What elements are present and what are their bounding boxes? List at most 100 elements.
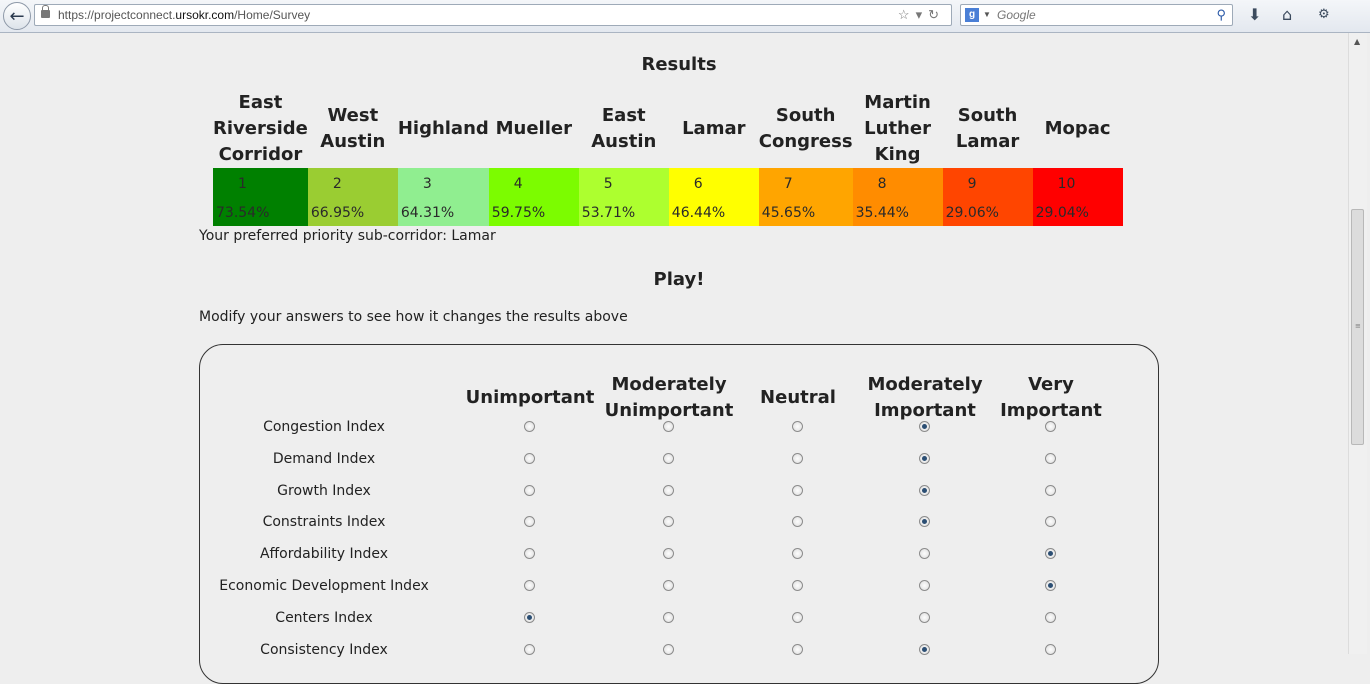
question-label: Congestion Index	[263, 419, 385, 435]
column-header: Very Important	[1000, 374, 1102, 421]
corridor-score-cell: 9 29.06%	[942, 168, 1033, 226]
corridor-score-row: 1 73.54% 2 66.95% 3 64.31% 4 59.75% 5 53.71% 6 46.4…	[213, 168, 1123, 226]
address-bar[interactable]: https://projectconnect.ursokr.com/Home/S…	[34, 4, 952, 26]
search-engine-icon[interactable]: g	[965, 8, 979, 22]
results-table: East Riverside Corridor West Austin Highla…	[213, 90, 1123, 226]
bookmark-star-icon[interactable]: ☆	[897, 7, 916, 22]
radio-option[interactable]	[792, 611, 803, 623]
corridor-name: West Austin	[320, 105, 386, 152]
scroll-up-icon[interactable]: ▲	[1354, 37, 1361, 46]
home-icon[interactable]: ⌂	[1282, 5, 1293, 24]
radio-option[interactable]	[919, 452, 930, 464]
radio-option[interactable]	[792, 580, 803, 591]
corridor-name: South Congress	[758, 105, 853, 152]
corridor-percent: 29.04%	[1035, 205, 1089, 221]
radio-option[interactable]	[792, 452, 803, 464]
radio-option[interactable]	[919, 548, 930, 560]
download-icon[interactable]: ⬇	[1248, 5, 1262, 24]
corridor-percent: 45.65%	[761, 205, 816, 221]
radio-option[interactable]	[1045, 452, 1056, 464]
dropdown-arrow-icon[interactable]: ▾	[915, 7, 929, 22]
radio-option[interactable]	[524, 548, 535, 560]
radio-option[interactable]	[663, 421, 674, 432]
lock-icon	[41, 5, 50, 18]
radio-option[interactable]	[919, 611, 930, 623]
radio-option[interactable]	[792, 484, 803, 496]
corridor-rank: 9	[967, 176, 977, 192]
search-icon[interactable]: ⚲	[1216, 7, 1226, 22]
radio-option[interactable]	[1045, 643, 1056, 655]
radio-option[interactable]	[1045, 516, 1056, 528]
radio-option[interactable]	[919, 643, 930, 655]
corridor-rank: 1	[238, 176, 247, 192]
vertical-scrollbar[interactable]: ▲ ≡	[1348, 33, 1367, 654]
corridor-rank: 10	[1057, 176, 1076, 192]
radio-option[interactable]	[663, 516, 674, 528]
corridor-score-cell: 6 46.44%	[668, 168, 759, 226]
search-bar[interactable]: g ▼ Google ⚲	[960, 4, 1233, 26]
radio-option[interactable]	[524, 580, 535, 591]
question-label: Growth Index	[277, 482, 371, 499]
question-label: Demand Index	[272, 450, 376, 467]
corridor-percent: 53.71%	[581, 205, 636, 221]
radio-option[interactable]	[792, 548, 803, 560]
back-arrow-icon[interactable]: ←	[3, 2, 31, 30]
radio-option[interactable]	[663, 611, 674, 623]
radio-option[interactable]	[663, 580, 674, 591]
radio-option[interactable]	[1045, 484, 1056, 496]
corridor-rank: 6	[693, 176, 703, 192]
corridor-rank: 8	[877, 176, 887, 192]
radio-option[interactable]	[1045, 580, 1056, 591]
corridor-name: Mueller	[495, 118, 572, 139]
radio-option[interactable]	[792, 516, 803, 528]
radio-option[interactable]	[663, 452, 674, 464]
corridor-name: East Austin	[591, 105, 657, 152]
corridor-score-cell: 2 66.95%	[307, 168, 398, 226]
column-header: Neutral	[760, 387, 836, 408]
engine-dropdown-icon[interactable]: ▼	[983, 10, 991, 19]
radio-option[interactable]	[524, 611, 535, 623]
corridor-name: Mopac	[1044, 118, 1111, 139]
radio-option[interactable]	[524, 421, 535, 432]
results-heading: Results	[641, 54, 717, 75]
browser-toolbar: ← https://projectconnect.ursokr.com/Home…	[0, 0, 1370, 33]
radio-option[interactable]	[919, 580, 930, 591]
radio-option[interactable]	[663, 643, 674, 655]
question-label: Affordability Index	[259, 546, 389, 563]
survey-panel: Unimportant Moderately Unimportant Neutral…	[199, 344, 1159, 684]
preferred-corridor-text: Your preferred priority sub-corridor: La…	[199, 228, 496, 244]
radio-option[interactable]	[919, 484, 930, 496]
radio-option[interactable]	[1045, 421, 1056, 432]
column-header: Moderately Unimportant	[604, 374, 734, 421]
radio-option[interactable]	[524, 643, 535, 655]
scroll-thumb[interactable]: ≡	[1351, 209, 1364, 445]
radio-option[interactable]	[524, 452, 535, 464]
radio-option[interactable]	[919, 516, 930, 528]
radio-option[interactable]	[919, 421, 930, 432]
radio-option[interactable]	[1045, 548, 1056, 560]
corridor-percent: 73.54%	[216, 205, 270, 221]
url-bar-icons: ☆▾↻	[898, 5, 945, 25]
radio-option[interactable]	[1045, 611, 1056, 623]
radio-option[interactable]	[792, 421, 803, 432]
corridor-percent: 46.44%	[671, 205, 726, 221]
radio-option[interactable]	[524, 516, 535, 528]
search-placeholder: Google	[997, 8, 1036, 22]
corridor-name: Martin Luther King	[864, 92, 931, 165]
corridor-header-row: East Riverside Corridor West Austin Highla…	[213, 90, 1123, 168]
radio-option[interactable]	[792, 643, 803, 655]
corridor-score-cell: 3 64.31%	[397, 168, 489, 226]
radio-option[interactable]	[524, 484, 535, 496]
radio-option[interactable]	[663, 484, 674, 496]
corridor-name: Lamar	[682, 118, 746, 139]
radio-option[interactable]	[663, 548, 674, 560]
column-header: Moderately Important	[867, 374, 983, 421]
question-label: Centers Index	[275, 609, 373, 626]
corridor-score-cell: 1 73.54%	[213, 168, 308, 226]
play-heading: Play!	[653, 269, 705, 290]
corridor-rank: 5	[603, 176, 613, 192]
addon-icon[interactable]: ⚙	[1318, 7, 1330, 22]
question-label: Consistency Index	[260, 641, 388, 658]
reload-icon[interactable]: ↻	[928, 7, 945, 22]
corridor-score-cell: 8 35.44%	[852, 168, 943, 226]
